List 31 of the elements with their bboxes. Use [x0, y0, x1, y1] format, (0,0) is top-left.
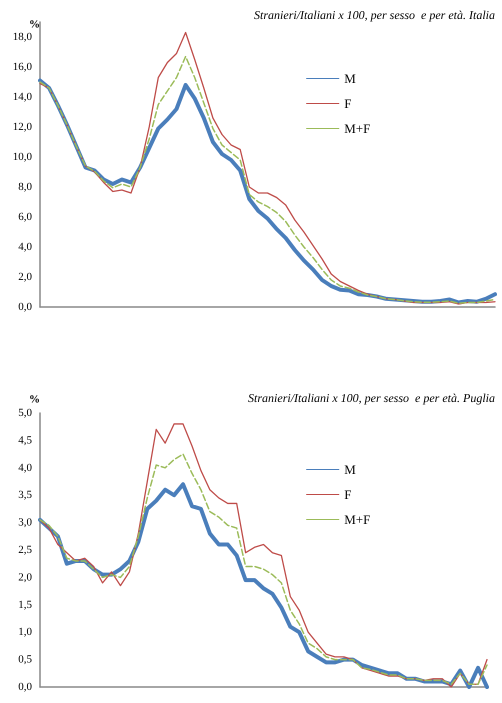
y-tick-label: 4,0 [18, 462, 32, 474]
y-tick-label: 8,0 [18, 181, 32, 193]
legend-label: M+F [344, 121, 370, 136]
legend-label: F [344, 96, 352, 111]
legend-label: F [344, 487, 352, 502]
y-tick-label: 4,5 [18, 434, 32, 446]
y-tick-label: 6,0 [18, 211, 32, 223]
y-tick-label: 0,0 [18, 681, 32, 693]
chart-title: Stranieri/Italiani x 100, per sesso e per età. Puglia [248, 391, 496, 405]
y-tick-label: 10,0 [12, 151, 32, 163]
y-tick-label: 4,0 [18, 241, 32, 253]
y-tick-label: 2,0 [18, 571, 32, 584]
legend-label: M [344, 71, 356, 86]
y-tick-label: 18,0 [12, 31, 32, 43]
y-tick-label: 16,0 [12, 61, 32, 73]
y-axis-title: % [29, 394, 40, 406]
y-tick-label: 14,0 [12, 91, 32, 103]
y-tick-label: 2,0 [18, 271, 32, 283]
y-tick-label: 1,0 [18, 626, 32, 638]
y-tick-label: 3,5 [18, 489, 32, 502]
chart-title: Stranieri/Italiani x 100, per sesso e per età. Italia [254, 8, 496, 22]
legend-label: M+F [344, 512, 370, 527]
y-tick-label: 0,0 [18, 301, 32, 313]
y-tick-label: 3,0 [18, 516, 32, 529]
legend-label: M [344, 462, 356, 477]
y-axis-title: % [29, 18, 40, 30]
y-tick-label: 12,0 [12, 121, 32, 133]
y-tick-label: 0,5 [18, 654, 32, 666]
y-tick-label: 1,5 [18, 598, 32, 611]
y-tick-label: 5,0 [18, 407, 32, 419]
y-tick-label: 2,5 [18, 544, 32, 556]
